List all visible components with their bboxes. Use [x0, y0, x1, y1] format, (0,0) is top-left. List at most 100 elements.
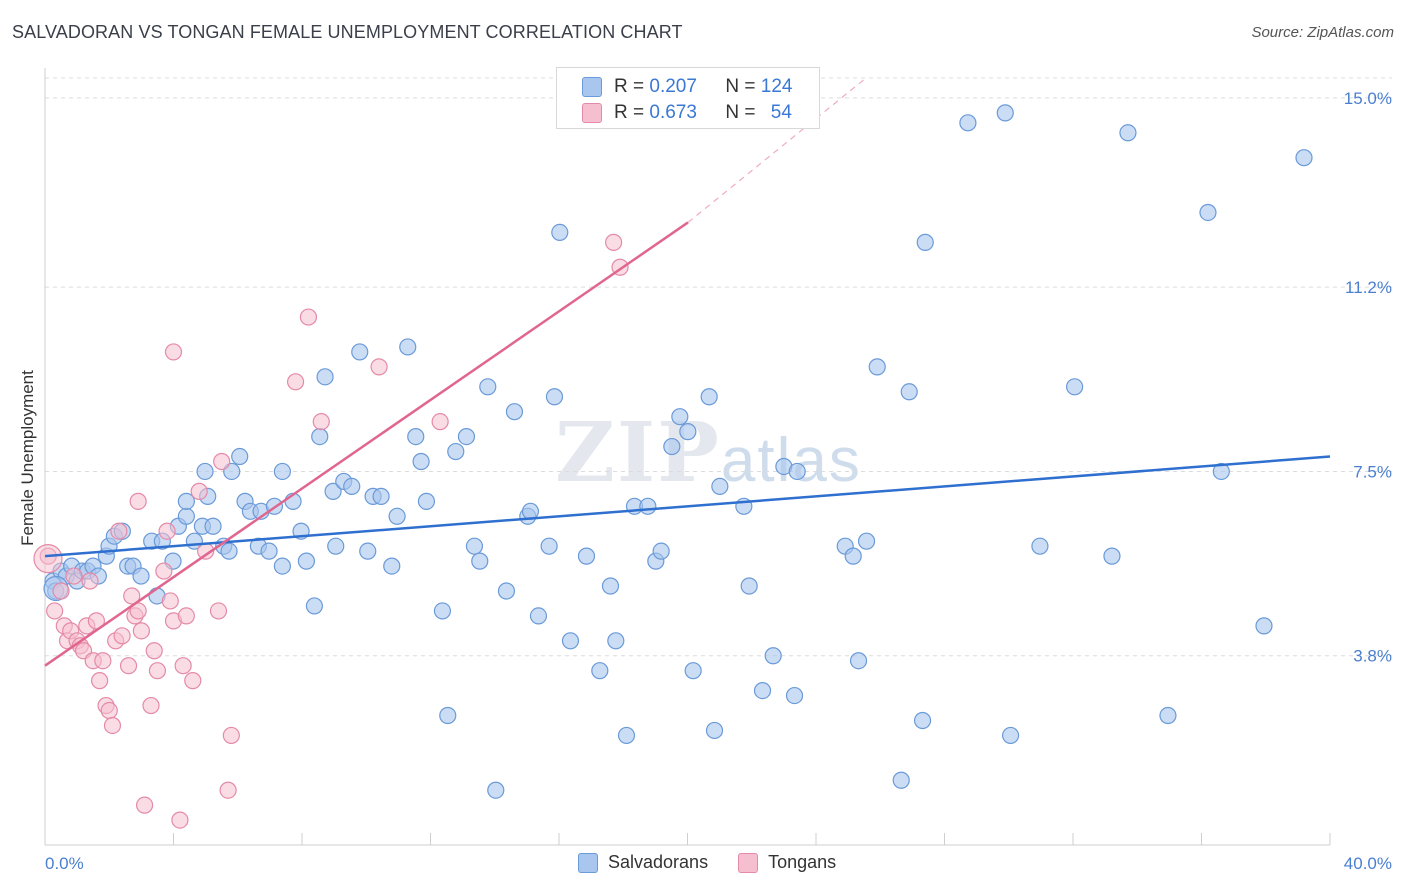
- tongan-point: [431, 413, 449, 431]
- salvadoran-point: [273, 462, 291, 481]
- salvadoran-point: [868, 358, 886, 376]
- y-tick-label: 11.2%: [1345, 278, 1392, 297]
- salvadoran-swatch: [582, 77, 602, 97]
- salvadoran-point: [132, 567, 150, 585]
- salvadoran-point: [316, 368, 334, 386]
- salvadoran-point: [204, 517, 222, 535]
- tongan-point: [213, 452, 231, 471]
- salvadoran-point: [617, 726, 636, 745]
- salvadoran-point: [1199, 203, 1217, 222]
- tongan-point: [158, 522, 176, 540]
- salvadoran-point: [471, 552, 489, 570]
- tongan-point: [103, 716, 122, 735]
- tongan-point: [110, 522, 128, 540]
- salvadoran-point: [1255, 617, 1273, 635]
- salvadoran-point: [577, 547, 596, 565]
- axes: [44, 68, 1331, 846]
- tongan-point: [209, 602, 228, 620]
- salvadoran-point: [231, 447, 249, 466]
- salvadoran-point: [591, 662, 609, 680]
- watermark: ZIPatlas: [555, 405, 862, 501]
- salvadoran-point: [407, 427, 425, 446]
- salvadoran-point: [372, 487, 390, 505]
- salvadoran-point: [753, 682, 772, 700]
- salvadoran-swatch: [578, 852, 598, 873]
- salvadoran-point: [900, 383, 918, 401]
- tongan-swatch: [582, 103, 602, 123]
- salvadoran-point: [465, 537, 484, 555]
- salvadoran-point: [1212, 462, 1230, 481]
- legend-row-tongans: R = 0.673 N = 54: [582, 101, 792, 125]
- salvadoran-point: [892, 771, 910, 789]
- tongan-point: [52, 582, 70, 600]
- chart-title: SALVADORAN VS TONGAN FEMALE UNEMPLOYMENT…: [12, 22, 683, 42]
- tongan-point: [100, 701, 118, 720]
- salvadoran-point: [1295, 149, 1313, 167]
- tongan-point: [184, 672, 202, 690]
- salvadoran-point: [343, 477, 361, 496]
- salvadoran-point: [700, 388, 718, 406]
- salvadoran-point: [959, 114, 977, 132]
- salvadoran-point: [607, 632, 625, 650]
- x-tick-label-max: 40.0%: [1344, 854, 1392, 873]
- salvadoran-point: [196, 462, 214, 481]
- salvadoran-point: [1103, 547, 1121, 565]
- legend-n-label: N =: [725, 102, 756, 123]
- salvadoran-point: [711, 477, 729, 496]
- tongan-trend-line: [44, 221, 689, 667]
- tick-labels: 3.8% 7.5% 11.2% 15.0% 0.0% 40.0%: [45, 89, 1392, 873]
- tongan-point: [370, 358, 388, 376]
- tongan-point: [219, 781, 237, 799]
- salvadoran-point: [297, 552, 316, 570]
- salvadoran-point: [359, 542, 377, 560]
- y-axis-label: Female Unemployment: [18, 370, 37, 546]
- legend-row-salvadorans: R = 0.207 N = 124: [582, 75, 792, 99]
- tongan-point: [94, 652, 112, 670]
- legend-label: Salvadorans: [608, 852, 709, 872]
- salvadoran-point: [996, 104, 1014, 122]
- salvadoran-point: [273, 557, 291, 575]
- salvadoran-point: [447, 442, 465, 461]
- tongan-point: [135, 796, 154, 814]
- salvadoran-point: [388, 507, 406, 525]
- salvadoran-point: [479, 378, 497, 396]
- tongan-point: [145, 642, 163, 660]
- salvadoran-point: [540, 537, 558, 555]
- salvadoran-point: [1159, 706, 1177, 725]
- tongan-swatch: [738, 852, 759, 873]
- salvadoran-point: [679, 423, 697, 441]
- legend-label: Tongans: [768, 852, 837, 872]
- salvadoran-point: [177, 492, 195, 510]
- tongan-point: [123, 587, 141, 605]
- legend-item-tongans[interactable]: Tongans: [738, 852, 836, 873]
- tongan-point: [148, 662, 167, 680]
- tongan-point: [174, 657, 192, 675]
- tongan-point: [142, 696, 160, 715]
- tongan-points: [33, 233, 629, 829]
- legend-item-salvadorans[interactable]: Salvadorans: [578, 852, 708, 873]
- tongan-point: [164, 343, 183, 361]
- tongan-trend-extension: [687, 77, 867, 223]
- salvadoran-point: [785, 686, 804, 705]
- tongan-point: [65, 567, 83, 585]
- stats-legend: R = 0.207 N = 124 R = 0.673 N = 54: [556, 67, 820, 129]
- tongan-point: [113, 627, 131, 645]
- salvadoran-point: [220, 542, 238, 560]
- watermark-atlas: atlas: [720, 426, 862, 495]
- salvadoran-point: [412, 452, 430, 471]
- salvadoran-point: [487, 781, 505, 799]
- tongan-point: [91, 672, 109, 690]
- legend-r-value: 0.673: [649, 102, 697, 123]
- salvadoran-point: [327, 537, 345, 555]
- salvadoran-point: [177, 507, 195, 525]
- tongan-point: [222, 726, 240, 745]
- tongan-point: [129, 492, 147, 510]
- tongan-point: [161, 592, 179, 610]
- salvadoran-point: [497, 582, 516, 600]
- salvadoran-point: [457, 427, 476, 446]
- y-tick-label: 7.5%: [1353, 462, 1392, 481]
- tongan-point: [119, 657, 138, 675]
- salvadoran-point: [601, 577, 620, 595]
- series-legend: Salvadorans Tongans: [578, 852, 866, 873]
